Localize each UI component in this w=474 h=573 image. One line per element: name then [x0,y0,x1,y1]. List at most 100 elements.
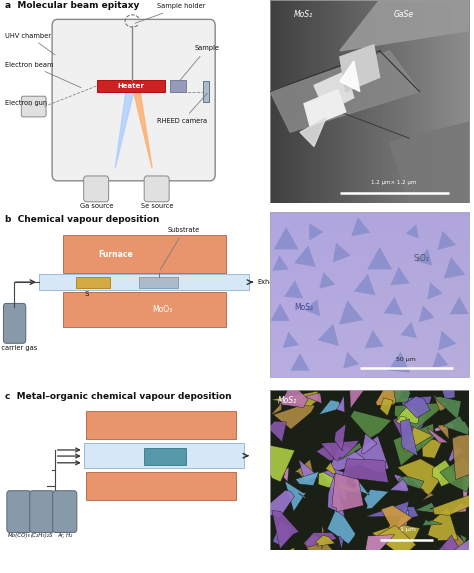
Text: MoS₂: MoS₂ [278,396,297,405]
Polygon shape [427,282,443,300]
Polygon shape [115,92,134,168]
Polygon shape [438,424,449,439]
Polygon shape [362,434,377,454]
Polygon shape [300,118,326,147]
Polygon shape [365,501,409,517]
Polygon shape [283,332,299,348]
Polygon shape [422,520,442,526]
Polygon shape [421,493,435,501]
Bar [76,277,110,288]
Polygon shape [339,300,363,325]
Polygon shape [271,304,290,321]
Polygon shape [365,535,394,556]
Polygon shape [291,353,310,371]
Bar [144,448,186,465]
Polygon shape [343,459,389,482]
Bar [39,274,249,290]
Polygon shape [396,416,407,427]
Polygon shape [335,424,346,451]
Polygon shape [277,383,308,407]
Bar [97,80,165,92]
Polygon shape [314,71,354,112]
Polygon shape [338,536,344,550]
Polygon shape [333,242,351,262]
FancyBboxPatch shape [30,490,54,532]
Polygon shape [349,382,364,409]
Polygon shape [388,517,408,547]
Text: c  Metal–organic chemical vapour deposition: c Metal–organic chemical vapour depositi… [5,392,231,401]
Polygon shape [328,506,356,544]
Polygon shape [273,403,315,429]
FancyBboxPatch shape [53,490,77,532]
Text: S: S [84,291,89,297]
Polygon shape [451,503,467,512]
Polygon shape [442,383,455,399]
Polygon shape [440,457,474,492]
Polygon shape [340,0,469,51]
Polygon shape [459,534,467,548]
Polygon shape [255,548,295,573]
Polygon shape [319,400,343,415]
Text: Ga source: Ga source [80,203,113,209]
Polygon shape [284,280,303,299]
Polygon shape [273,227,299,249]
Polygon shape [285,481,306,512]
Polygon shape [452,435,474,480]
Text: UHV chamber: UHV chamber [5,33,55,55]
Polygon shape [376,379,402,405]
Polygon shape [422,438,441,458]
Polygon shape [134,92,152,168]
Polygon shape [332,473,364,512]
Polygon shape [305,393,322,403]
Polygon shape [399,476,424,490]
Text: GaSe: GaSe [393,10,414,19]
Polygon shape [320,469,347,501]
FancyBboxPatch shape [3,304,26,343]
Text: Electron gun: Electron gun [5,100,47,107]
Text: 1 μm: 1 μm [400,527,416,532]
Polygon shape [326,462,336,474]
Polygon shape [338,442,362,459]
Polygon shape [299,460,319,482]
Text: b  Chemical vapour deposition: b Chemical vapour deposition [5,215,159,223]
Polygon shape [406,224,419,238]
Text: 50 μm: 50 μm [396,356,416,362]
Polygon shape [305,532,337,547]
Polygon shape [396,406,419,424]
Polygon shape [419,305,435,322]
Polygon shape [340,61,360,92]
Polygon shape [364,489,389,509]
Polygon shape [318,473,363,493]
Polygon shape [271,391,318,406]
Polygon shape [318,324,339,346]
Polygon shape [435,423,454,431]
Text: Sample holder: Sample holder [135,3,206,23]
Polygon shape [390,479,409,492]
Bar [63,236,226,273]
Polygon shape [463,474,470,499]
Polygon shape [401,322,417,338]
Polygon shape [393,383,410,403]
Text: Furnace: Furnace [98,250,133,259]
Polygon shape [438,231,456,250]
Polygon shape [442,520,447,528]
Text: a  Molecular beam epitaxy: a Molecular beam epitaxy [5,1,139,10]
Polygon shape [295,472,319,485]
Polygon shape [272,511,299,551]
Polygon shape [380,398,393,416]
Polygon shape [367,247,392,269]
Polygon shape [398,459,445,496]
Polygon shape [345,436,389,473]
Polygon shape [393,423,434,466]
Text: SiO₂: SiO₂ [413,253,429,262]
Polygon shape [272,255,289,271]
Polygon shape [320,441,359,460]
Polygon shape [437,535,460,553]
Text: Sample: Sample [180,45,219,80]
Polygon shape [372,524,420,561]
Polygon shape [402,507,419,520]
Polygon shape [309,223,324,241]
Polygon shape [271,402,282,415]
Polygon shape [390,122,469,203]
Polygon shape [304,536,335,562]
